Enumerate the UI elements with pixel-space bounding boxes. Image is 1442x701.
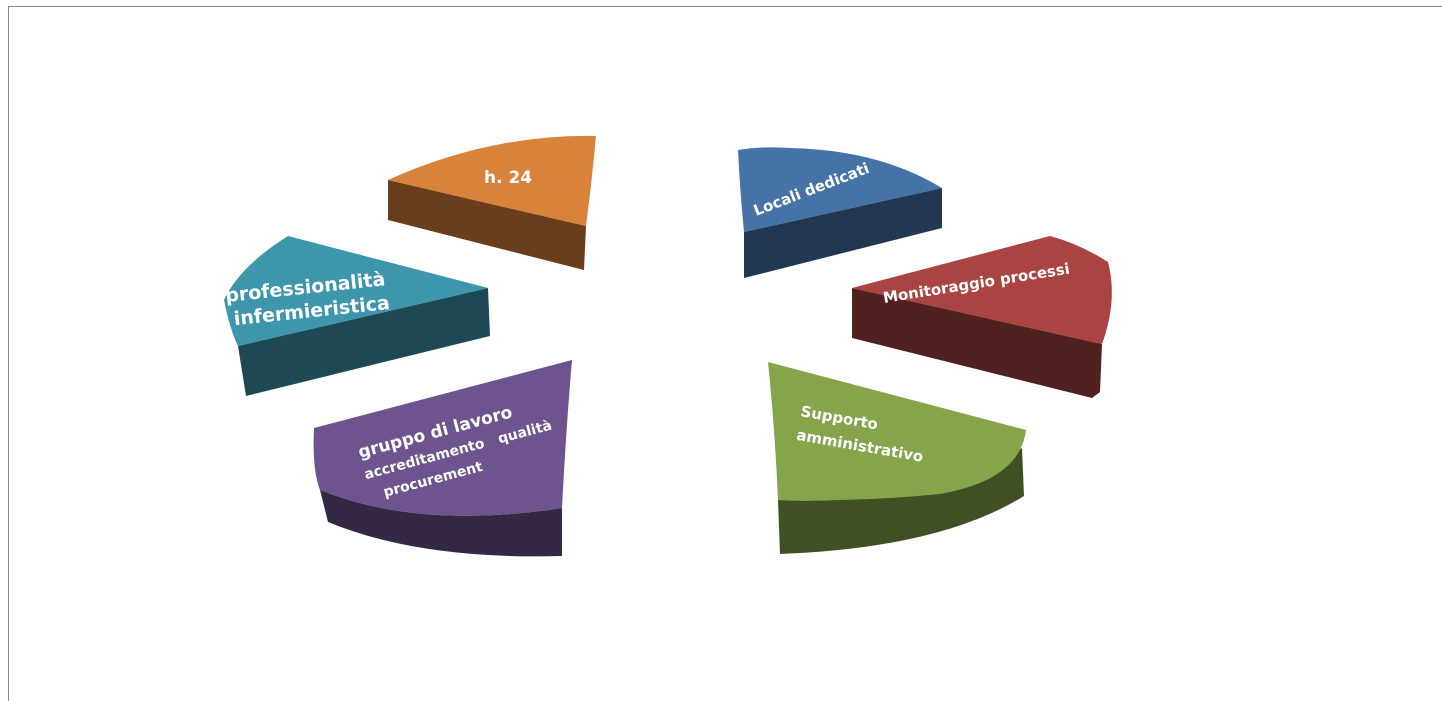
slice-top-supporto-amministrativo	[768, 362, 1026, 501]
slice-side-monitoraggio-processi	[852, 288, 1102, 398]
slice-side-professionalita-infermieristica	[238, 288, 490, 396]
slice-top-locali-dedicati	[738, 147, 942, 232]
slice-top-professionalita-infermieristica	[224, 236, 488, 346]
slice-top-h24	[388, 135, 596, 226]
slice-side-gruppo-di-lavoro	[320, 490, 562, 557]
pie-slice-h24: h. 24	[388, 135, 596, 270]
slice-top-gruppo-di-lavoro	[313, 360, 572, 516]
slice-side-supporto-amministrativo	[778, 448, 1024, 554]
slice-side-locali-dedicati	[744, 188, 942, 278]
slice-label-h24: h. 24	[484, 168, 532, 188]
slice-side-h24	[388, 180, 586, 270]
pie-slice-professionalita-infermieristica: professionalità infermieristica	[224, 236, 490, 396]
pie-slice-gruppo-di-lavoro: gruppo di lavoro accreditamento qualità …	[313, 360, 572, 557]
pie-slice-supporto-amministrativo: Supporto amministrativo	[768, 362, 1026, 554]
pie-slice-monitoraggio-processi: Monitoraggio processi	[852, 236, 1112, 398]
pie-slice-locali-dedicati: Locali dedicati	[738, 147, 942, 278]
slice-top-monitoraggio-processi	[852, 236, 1112, 344]
